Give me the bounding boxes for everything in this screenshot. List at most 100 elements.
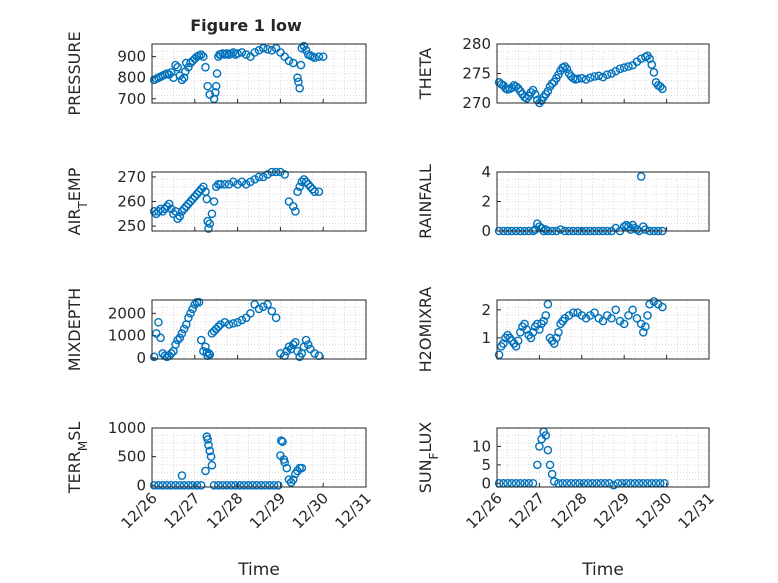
- data-point: [560, 313, 570, 323]
- data-point: [310, 187, 319, 196]
- data-point: [547, 79, 557, 88]
- data-point: [166, 349, 176, 358]
- data-point: [594, 71, 604, 81]
- data-point: [301, 335, 311, 345]
- data-point: [301, 46, 311, 55]
- data-point: [233, 317, 242, 327]
- data-point: [585, 73, 595, 82]
- data-point: [288, 58, 298, 68]
- data-point: [528, 85, 538, 95]
- y-axis-label: SUNFLUX: [416, 422, 441, 494]
- data-point: [280, 458, 289, 467]
- data-point: [532, 460, 542, 470]
- data-point: [211, 88, 220, 97]
- data-point: [284, 56, 294, 66]
- y-tick-label: 0: [481, 222, 491, 240]
- axes-frame: [496, 171, 710, 232]
- data-point: [229, 319, 238, 328]
- data-point: [241, 313, 251, 323]
- data-point: [201, 342, 210, 352]
- y-tick-label: 2: [481, 193, 491, 211]
- data-point: [295, 83, 304, 93]
- data-point: [303, 340, 313, 349]
- data-point: [590, 308, 599, 317]
- axes-frame: [496, 427, 710, 488]
- data-point: [154, 480, 163, 490]
- data-point: [535, 442, 544, 451]
- data-point: [310, 53, 319, 62]
- data-point: [149, 352, 159, 362]
- data-point: [261, 480, 270, 490]
- axes-frame: [151, 299, 367, 360]
- data-point: [173, 62, 182, 72]
- data-point: [248, 480, 257, 490]
- data-point: [160, 204, 170, 214]
- data-point: [303, 179, 313, 189]
- data-point: [647, 60, 657, 69]
- data-point: [619, 63, 629, 72]
- data-point: [577, 311, 587, 320]
- data-point: [271, 313, 281, 323]
- axes-frame: [151, 427, 367, 488]
- data-point: [201, 62, 210, 72]
- data-point: [549, 339, 559, 348]
- y-tick-label: 1: [481, 329, 491, 347]
- y-axis-label: MIXDEPTH: [65, 288, 84, 371]
- data-point: [231, 480, 240, 490]
- data-point: [206, 452, 216, 461]
- data-point: [229, 48, 238, 57]
- data-point: [184, 480, 193, 490]
- data-point: [203, 435, 212, 444]
- y-tick-label: 270: [462, 94, 491, 112]
- data-point: [265, 480, 275, 490]
- data-point: [202, 194, 212, 204]
- data-point: [297, 463, 307, 473]
- data-point: [494, 350, 504, 360]
- data-point: [256, 480, 266, 490]
- data-point: [291, 338, 300, 347]
- figure-title: Figure 1 low: [190, 16, 302, 35]
- y-tick-label: 0: [136, 476, 146, 494]
- data-point: [204, 349, 214, 358]
- data-point: [222, 480, 232, 490]
- axes-frame: [151, 171, 367, 232]
- y-axis-label: H2OMIXRA: [416, 287, 435, 373]
- data-point: [310, 349, 319, 358]
- data-point: [543, 299, 553, 309]
- data-point: [237, 315, 247, 325]
- data-point: [594, 313, 604, 323]
- data-point: [560, 62, 570, 71]
- y-tick-label: 2000: [108, 304, 146, 322]
- data-point: [192, 189, 202, 199]
- data-point: [164, 199, 174, 209]
- data-point: [211, 81, 221, 91]
- data-point: [188, 480, 197, 490]
- data-point: [203, 81, 212, 91]
- data-point: [192, 480, 202, 490]
- data-point: [179, 480, 189, 490]
- data-point: [229, 177, 238, 187]
- data-point: [314, 52, 324, 61]
- data-point: [177, 329, 187, 338]
- data-point: [541, 431, 551, 440]
- data-point: [246, 309, 255, 318]
- data-point: [577, 73, 587, 83]
- data-point: [166, 68, 176, 77]
- data-point: [288, 202, 298, 211]
- y-tick-label: 280: [462, 35, 491, 53]
- data-point: [513, 336, 523, 346]
- y-tick-label: 250: [117, 217, 146, 235]
- data-point: [186, 197, 195, 206]
- data-point: [539, 316, 548, 326]
- data-point: [196, 335, 206, 345]
- data-point: [641, 322, 650, 331]
- data-point: [226, 480, 236, 490]
- y-tick-label: 270: [117, 168, 146, 186]
- data-point: [241, 179, 251, 189]
- data-point: [658, 84, 667, 94]
- data-point: [258, 43, 268, 53]
- axes-frame: [496, 43, 710, 104]
- data-point: [598, 72, 608, 82]
- data-point: [658, 302, 667, 312]
- data-point: [237, 48, 247, 57]
